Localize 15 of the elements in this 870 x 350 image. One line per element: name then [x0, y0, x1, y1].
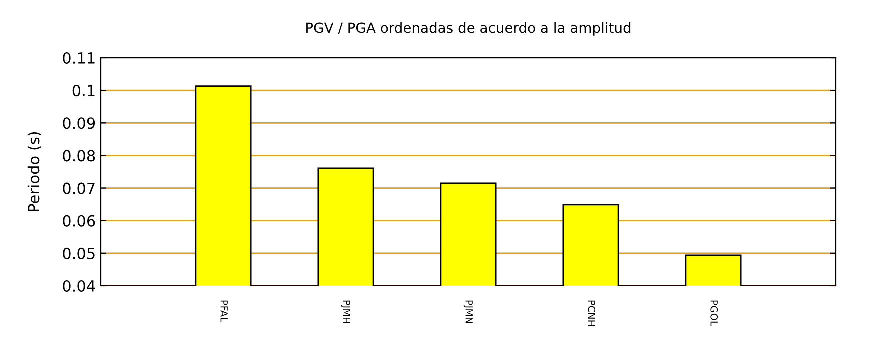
x-tick-label: PCNH — [588, 300, 596, 326]
x-tick-label: PJMN — [464, 300, 473, 324]
chart-title: PGV / PGA ordenadas de acuerdo a la amplitud — [306, 22, 631, 36]
y-tick-label: 0.04 — [63, 280, 96, 292]
x-tick-label: PFAL — [220, 300, 228, 322]
y-tick-label: 0.11 — [63, 52, 95, 64]
x-tick-label: PJMH — [341, 300, 350, 324]
y-tick-label: 0.07 — [63, 182, 95, 194]
x-tick-label: PGOL — [710, 300, 718, 326]
y-tick-label: 0.05 — [63, 248, 95, 260]
y-tick-label: 0.09 — [63, 118, 96, 130]
y-axis-title: Periodo (s) — [28, 132, 42, 212]
y-tick-label: 0.08 — [63, 150, 96, 162]
y-tick-label: 0.06 — [63, 215, 96, 227]
y-tick-label: 0.1 — [72, 85, 95, 97]
